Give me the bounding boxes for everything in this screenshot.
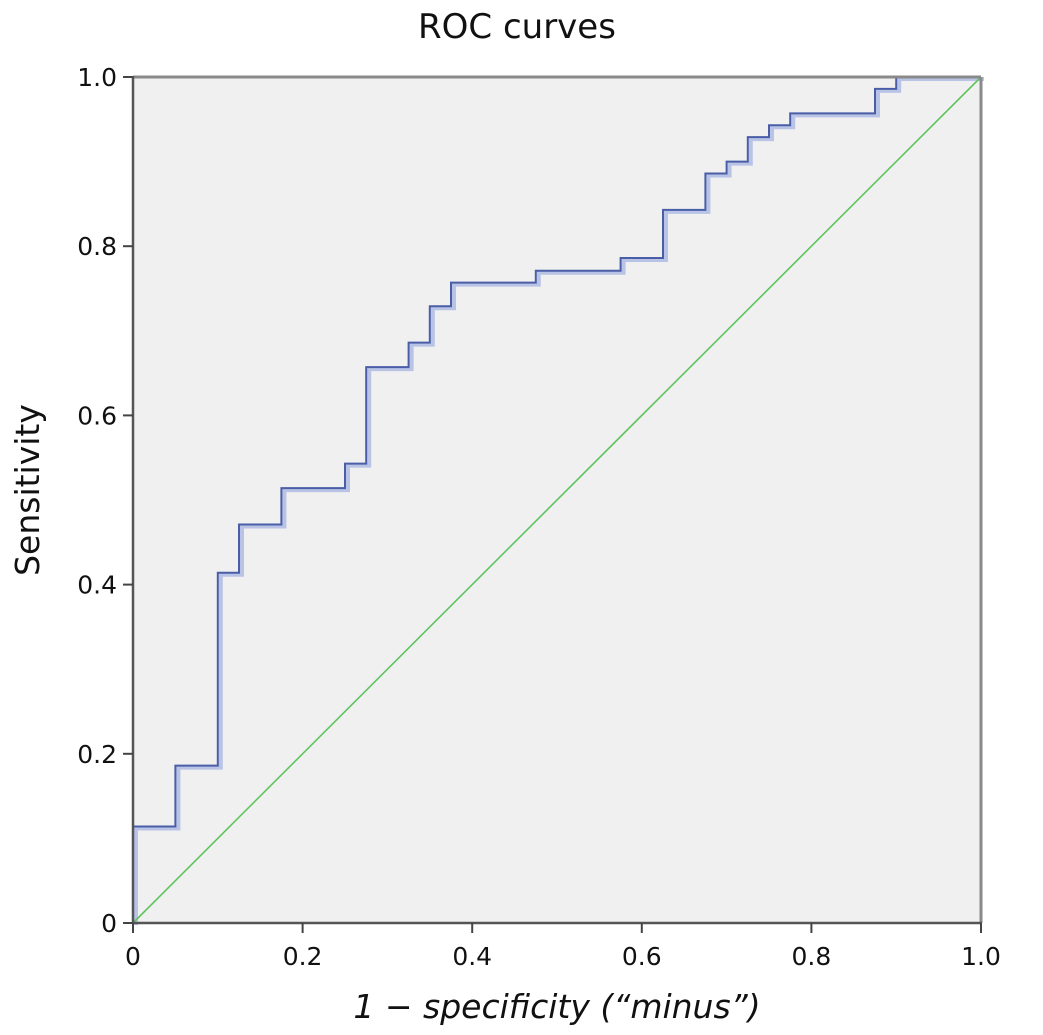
y-tick-label: 0.8 [77,232,117,261]
x-axis-ticks: 0 0.2 0.4 0.6 0.8 1.0 [125,923,1001,971]
x-tick-label: 1.0 [961,942,1001,971]
series-line-0 [132,76,981,923]
y-tick-label: 0.2 [77,740,117,769]
series-layer [132,76,984,925]
y-tick-label: 0.6 [77,401,117,430]
y-axis-label: Sensitivity [8,404,47,576]
y-tick-label: 0 [101,909,117,938]
series-line-1 [132,76,982,924]
y-tick-label: 0.4 [77,571,117,600]
y-axis-ticks: 0 0.2 0.4 0.6 0.8 1.0 [77,63,133,938]
x-tick-label: 0.8 [792,942,832,971]
x-tick-label: 0.6 [622,942,662,971]
x-axis-label: 1 − specificity (“minus”) [353,987,760,1026]
series-line-shadow-0 [134,77,984,925]
x-tick-label: 0.4 [452,942,492,971]
x-tick-label: 0 [125,942,141,971]
y-tick-label: 1.0 [77,63,117,92]
chart-title: ROC curves [418,7,616,47]
x-tick-label: 0.2 [283,942,323,971]
plot-frame [131,75,983,925]
